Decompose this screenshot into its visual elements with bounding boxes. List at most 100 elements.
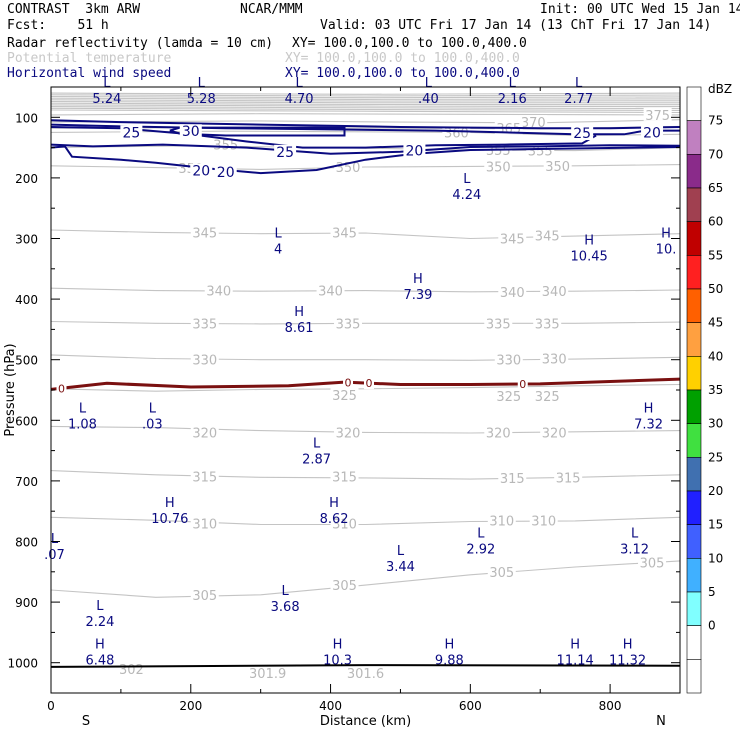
- theta-contour-label: 335: [336, 317, 361, 332]
- wind-contour-label: 25: [573, 126, 591, 142]
- freezing-level-label: 0: [365, 377, 372, 390]
- freezing-level-label: 0: [58, 382, 65, 395]
- theta-contour-label: 302: [119, 663, 144, 678]
- wind-extremum-value: 2.77: [564, 92, 593, 107]
- colorbar-label: 20: [708, 484, 723, 498]
- y-tick-label: 200: [15, 172, 38, 186]
- theta-contour-label: 320: [542, 426, 567, 441]
- theta-contour-label: 305: [489, 566, 514, 581]
- wind-extremum-value: 3.44: [386, 560, 415, 575]
- theta-contour-label: 340: [542, 285, 567, 300]
- wind-extremum-value: 3.68: [271, 600, 300, 615]
- theta-contour-label: 315: [500, 472, 525, 487]
- wind-low-marker: L: [295, 76, 303, 91]
- theta-contour-label: 345: [535, 229, 560, 244]
- colorbar-swatch: [686, 625, 702, 660]
- theta-label-bg: [484, 425, 513, 439]
- theta-contour-line: [50, 104, 681, 108]
- theta-contour-line: [50, 106, 681, 110]
- x-tick-label: 600: [459, 699, 482, 713]
- wind-low-marker: L: [463, 172, 471, 187]
- wind-high-marker: H: [294, 305, 304, 320]
- forecast-hour: Fcst: 51 h: [7, 18, 109, 33]
- theta-contour-line: [50, 287, 681, 293]
- y-tick-label: 1000: [7, 657, 38, 671]
- model-name: CONTRAST 3km ARW: [7, 2, 141, 17]
- theta-contour-label: 340: [318, 285, 343, 300]
- theta-label-bg: [190, 587, 219, 601]
- theta-label-bg: [330, 469, 359, 483]
- wind-extremum-value: 7.32: [634, 418, 663, 433]
- theta-label-bg: [533, 228, 562, 242]
- theta-label-bg: [529, 513, 558, 527]
- wind-extremum-value: .07: [44, 548, 65, 563]
- theta-contour-label: 310: [332, 517, 357, 532]
- colorbar-label: 5: [708, 585, 716, 599]
- theta-contour-label: 315: [332, 471, 357, 486]
- theta-contour-line: [50, 119, 681, 124]
- theta-label-bg: [117, 661, 146, 675]
- colorbar-swatch: [686, 457, 702, 492]
- theta-contour-line: [50, 107, 681, 112]
- theta-label-bg: [638, 555, 667, 569]
- theta-contour-label: 320: [486, 426, 511, 441]
- colorbar-swatch: [686, 288, 702, 323]
- wind-extremum-value: 2.87: [302, 453, 331, 468]
- wind-high-marker: H: [623, 637, 633, 652]
- colorbar-swatch: [686, 221, 702, 256]
- wind-high-marker: H: [95, 637, 105, 652]
- theta-contour-label: 345: [332, 226, 357, 241]
- wind-label-bg: [179, 124, 202, 139]
- wind-label-bg: [571, 126, 594, 141]
- colorbar-label: 45: [708, 316, 723, 330]
- y-tick-label: 300: [15, 233, 38, 247]
- colorbar-label: 70: [708, 147, 723, 161]
- theta-contour-label: 320: [336, 426, 361, 441]
- y-tick-label: 800: [15, 536, 38, 550]
- theta-contour-label: 325: [535, 390, 560, 405]
- wind-extremum-value: 11.32: [609, 653, 646, 668]
- theta-contour-label: 340: [206, 285, 231, 300]
- wind-low-marker: L: [79, 402, 87, 417]
- field-theta-xy: XY= 100.0,100.0 to 100.0,400.0: [285, 51, 520, 66]
- wind-contour-label: 20: [217, 165, 235, 181]
- theta-contour-label: 345: [500, 233, 525, 248]
- theta-contour-line: [50, 99, 681, 102]
- theta-label-bg: [533, 316, 562, 330]
- theta-label-bg: [190, 469, 219, 483]
- theta-contour-label: 301.6: [347, 667, 384, 682]
- wind-extremum-value: 3.12: [620, 542, 649, 557]
- wind-label-bg: [403, 143, 426, 158]
- wind-high-marker: H: [570, 637, 580, 652]
- y-tick-label: 700: [15, 475, 38, 489]
- wind-extremum-value: 4.70: [285, 92, 314, 107]
- init-time: Init: 00 UTC Wed 15 Jan 14: [540, 2, 740, 17]
- wind-low-marker: L: [631, 526, 639, 541]
- freezing-level-label: 0: [345, 376, 352, 389]
- theta-contour-line: [50, 100, 680, 104]
- theta-contour-line: [50, 229, 681, 240]
- colorbar-swatch: [686, 120, 702, 155]
- theta-contour-line: [50, 102, 681, 106]
- theta-contour-label: 335: [486, 317, 511, 332]
- wind-extremum-value: 10.76: [151, 512, 188, 527]
- theta-label-bg: [540, 425, 569, 439]
- wind-extremum-value: 4.24: [452, 188, 481, 203]
- theta-label-bg: [190, 425, 219, 439]
- theta-contour-label: 310: [192, 517, 217, 532]
- theta-contour-line: [50, 470, 681, 480]
- wind-high-marker: H: [584, 234, 594, 249]
- x-tick-label: 800: [599, 699, 622, 713]
- wind-extremum-value: 2.92: [466, 542, 495, 557]
- wind-low-marker: L: [509, 76, 517, 91]
- theta-contour-line: [50, 95, 681, 99]
- colorbar-swatch: [686, 86, 702, 121]
- wind-contour-line: [50, 123, 680, 136]
- theta-contour-label: 375: [645, 109, 670, 124]
- theta-label-bg: [351, 666, 380, 680]
- wind-extremum-value: 2.24: [85, 615, 114, 630]
- wind-extremum-value: 10.45: [571, 250, 608, 265]
- wind-contour-label: 25: [122, 125, 140, 141]
- theta-contour-label: 325: [496, 390, 521, 405]
